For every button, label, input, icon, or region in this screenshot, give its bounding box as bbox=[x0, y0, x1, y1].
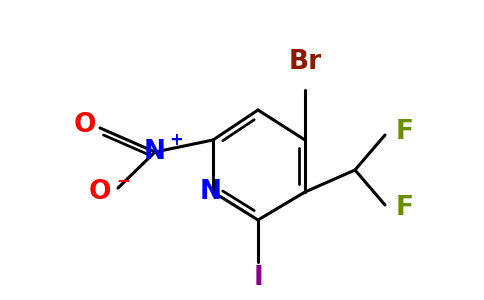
Text: O: O bbox=[89, 179, 111, 205]
Text: O: O bbox=[74, 112, 96, 138]
Text: −: − bbox=[116, 171, 130, 189]
Text: F: F bbox=[396, 195, 414, 221]
Text: Br: Br bbox=[288, 49, 321, 75]
Text: N: N bbox=[144, 139, 166, 165]
Text: +: + bbox=[169, 131, 183, 149]
Text: I: I bbox=[253, 265, 263, 291]
Text: F: F bbox=[396, 119, 414, 145]
Text: N: N bbox=[200, 179, 222, 205]
